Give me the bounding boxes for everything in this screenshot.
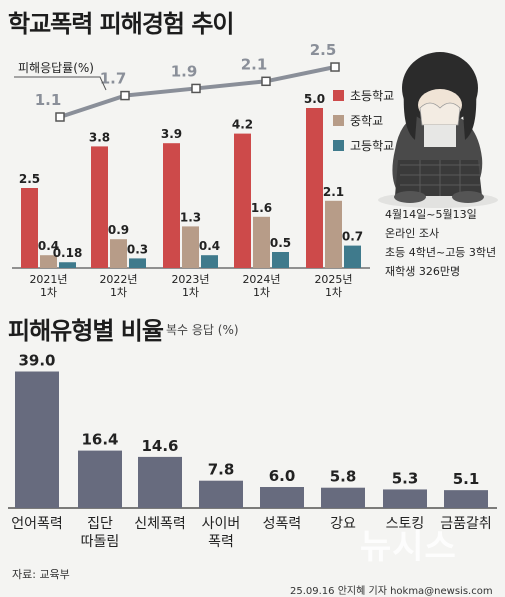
chart-title-trend: 학교폭력 피해경험 추이 (8, 10, 235, 38)
x-tick-label: 신체폭력 (134, 516, 186, 532)
credit-line: 25.09.16 안지혜 기자 hokma@newsis.com (290, 586, 493, 597)
line-label: 1.1 (35, 91, 62, 109)
chart-title-types: 피해유형별 비율 (8, 317, 164, 345)
bar (383, 489, 427, 508)
bar (260, 487, 304, 508)
data-label: 0.4 (199, 239, 220, 253)
bar (199, 480, 243, 508)
x-tick-label: 성폭력 (263, 516, 302, 532)
data-label: 0.3 (127, 242, 148, 256)
x-tick-label: 2024년 1차 (242, 273, 280, 299)
bar (321, 487, 365, 508)
data-label: 0.5 (270, 236, 291, 250)
data-label: 5.8 (330, 468, 357, 486)
bar (444, 490, 488, 508)
legend-swatch (333, 115, 344, 126)
data-label: 5.3 (392, 469, 419, 487)
data-label: 1.6 (251, 201, 272, 215)
data-label: 5.0 (304, 92, 325, 106)
line-point (330, 62, 340, 72)
x-tick-label: 언어폭력 (11, 516, 63, 532)
data-label: 2.5 (19, 172, 40, 186)
legend-label: 중학교 (350, 114, 383, 128)
data-label: 3.9 (161, 127, 182, 141)
x-tick-label: 강요 (330, 516, 356, 532)
bar (110, 239, 127, 268)
x-tick-label: 사이버 폭력 (202, 516, 241, 550)
line-label: 2.5 (310, 41, 337, 59)
bar (163, 143, 180, 268)
line-point (55, 112, 65, 122)
bar (253, 216, 270, 268)
bar (40, 255, 57, 268)
line-point (261, 76, 271, 87)
data-label: 0.9 (108, 223, 129, 237)
survey-info: 4월14일~5월13일 온라인 조사 초등 4학년~고등 3학년 재학생 326… (385, 205, 496, 281)
data-label: 2.1 (323, 185, 344, 199)
watermark-logo: 뉴시스 (360, 527, 457, 567)
info-line: 온라인 조사 (385, 227, 440, 240)
x-tick-label: 2025년 1차 (314, 273, 352, 299)
line-series-label: 피해응답률(%) (18, 61, 94, 75)
bar (182, 226, 199, 268)
data-label: 6.0 (269, 467, 296, 485)
leader-line (14, 76, 107, 91)
data-label: 1.3 (180, 210, 201, 224)
bar (15, 371, 59, 508)
data-label: 16.4 (81, 431, 118, 449)
bar (201, 255, 218, 268)
legend-label: 고등학교 (350, 139, 394, 153)
data-label: 39.0 (18, 352, 55, 370)
bar (59, 262, 76, 268)
data-label: 0.7 (342, 230, 363, 244)
bar (272, 252, 289, 268)
data-label: 7.8 (208, 461, 235, 479)
chart-subtitle-types: 복수 응답 (%) (166, 323, 239, 337)
bar (234, 133, 251, 268)
bar (91, 146, 108, 268)
x-tick-label: 2023년 1차 (171, 273, 209, 299)
bar (325, 200, 342, 268)
bar (344, 245, 361, 268)
legend-label: 초등학교 (350, 89, 394, 103)
legend-swatch (333, 90, 344, 101)
data-label: 3.8 (89, 130, 110, 144)
data-label: 5.1 (453, 470, 480, 488)
line-point (191, 83, 201, 94)
bar (129, 258, 146, 268)
x-tick-label: 금품갈취 (440, 516, 492, 532)
info-line: 초등 4학년~고등 3학년 (385, 246, 497, 259)
x-tick-label: 스토킹 (386, 516, 425, 532)
line-label: 1.9 (171, 62, 198, 80)
data-label: 14.6 (141, 437, 178, 455)
x-tick-label: 2021년 1차 (29, 273, 67, 299)
info-line: 재학생 326만명 (385, 265, 461, 278)
data-label: 4.2 (232, 118, 253, 132)
x-tick-label: 2022년 1차 (99, 273, 137, 299)
bar (78, 450, 122, 508)
line-label: 2.1 (241, 55, 268, 73)
bar (306, 108, 323, 268)
data-label: 0.18 (53, 246, 83, 260)
legend-swatch (333, 140, 344, 151)
source-note: 자료: 교육부 (12, 568, 70, 581)
x-tick-label: 집단 따돌림 (81, 516, 120, 550)
line-point (120, 90, 130, 101)
bar (138, 456, 182, 508)
info-line: 4월14일~5월13일 (385, 208, 477, 221)
crying-child-illustration (378, 52, 498, 208)
line-label: 1.7 (100, 70, 127, 88)
bar (21, 188, 38, 268)
data-label: 0.4 (38, 239, 59, 253)
